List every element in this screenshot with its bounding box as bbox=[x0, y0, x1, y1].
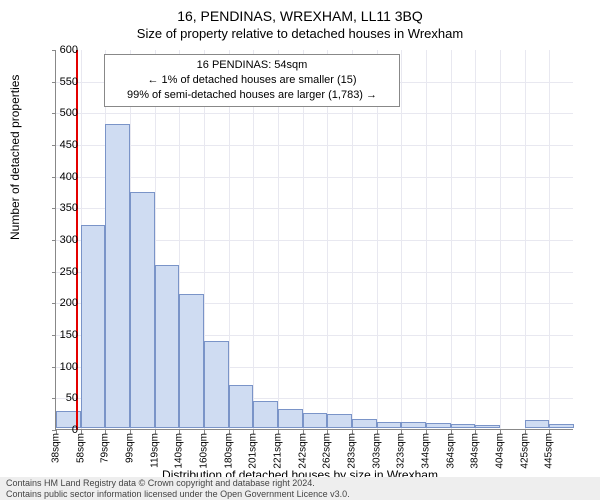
histogram-bar bbox=[525, 420, 550, 428]
histogram-bar bbox=[377, 422, 402, 428]
histogram-bar bbox=[229, 385, 254, 428]
xtick-label: 404sqm bbox=[495, 433, 506, 469]
chart-area: 38sqm58sqm79sqm99sqm119sqm140sqm160sqm18… bbox=[55, 50, 573, 430]
histogram-bar bbox=[204, 341, 229, 428]
footer-attribution: Contains HM Land Registry data © Crown c… bbox=[0, 477, 600, 500]
ytick-label: 350 bbox=[48, 202, 78, 214]
page-subtitle: Size of property relative to detached ho… bbox=[0, 24, 600, 45]
histogram-bar bbox=[426, 423, 451, 428]
ytick-label: 500 bbox=[48, 107, 78, 119]
histogram-bar bbox=[105, 124, 130, 428]
ytick-label: 50 bbox=[48, 392, 78, 404]
ytick-label: 250 bbox=[48, 266, 78, 278]
xtick-label: 425sqm bbox=[519, 433, 530, 469]
gridline-v bbox=[401, 50, 402, 429]
xtick-label: 323sqm bbox=[396, 433, 407, 469]
ytick-label: 150 bbox=[48, 329, 78, 341]
y-axis-label: Number of detached properties bbox=[8, 75, 22, 240]
histogram-bar bbox=[352, 419, 377, 428]
gridline-v bbox=[377, 50, 378, 429]
xtick-label: 140sqm bbox=[174, 433, 185, 469]
gridline-v bbox=[426, 50, 427, 429]
histogram-bar bbox=[179, 294, 204, 428]
histogram-bar bbox=[81, 225, 106, 428]
gridline-v bbox=[549, 50, 550, 429]
xtick-label: 384sqm bbox=[470, 433, 481, 469]
histogram-bar bbox=[401, 422, 426, 428]
histogram-bar bbox=[549, 424, 574, 428]
ytick-label: 300 bbox=[48, 234, 78, 246]
gridline-h bbox=[56, 113, 573, 114]
ytick-label: 400 bbox=[48, 171, 78, 183]
ytick-label: 100 bbox=[48, 361, 78, 373]
xtick-label: 283sqm bbox=[347, 433, 358, 469]
xtick-label: 58sqm bbox=[75, 433, 86, 463]
gridline-v bbox=[278, 50, 279, 429]
ytick-label: 550 bbox=[48, 76, 78, 88]
histogram-bar bbox=[475, 425, 500, 428]
xtick-label: 303sqm bbox=[371, 433, 382, 469]
gridline-v bbox=[525, 50, 526, 429]
histogram-bar bbox=[155, 265, 180, 428]
gridline-h bbox=[56, 145, 573, 146]
histogram-bar bbox=[327, 414, 352, 428]
xtick-label: 445sqm bbox=[544, 433, 555, 469]
ytick-label: 0 bbox=[48, 424, 78, 436]
ytick-label: 600 bbox=[48, 44, 78, 56]
gridline-v bbox=[475, 50, 476, 429]
histogram-bar bbox=[253, 401, 278, 428]
annotation-line-3: 99% of semi-detached houses are larger (… bbox=[113, 88, 391, 103]
xtick-label: 180sqm bbox=[223, 433, 234, 469]
gridline-v bbox=[500, 50, 501, 429]
annotation-line-1: 16 PENDINAS: 54sqm bbox=[113, 58, 391, 73]
xtick-label: 242sqm bbox=[297, 433, 308, 469]
xtick-label: 79sqm bbox=[100, 433, 111, 463]
histogram-bar bbox=[451, 424, 476, 428]
gridline-v bbox=[253, 50, 254, 429]
annotation-line-2: ← 1% of detached houses are smaller (15) bbox=[113, 73, 391, 88]
xtick-label: 119sqm bbox=[149, 433, 160, 468]
gridline-v bbox=[327, 50, 328, 429]
gridline-v bbox=[303, 50, 304, 429]
footer-line-2: Contains public sector information licen… bbox=[6, 489, 594, 499]
xtick-label: 262sqm bbox=[322, 433, 333, 469]
annotation-box: 16 PENDINAS: 54sqm← 1% of detached house… bbox=[104, 54, 400, 107]
xtick-label: 99sqm bbox=[125, 433, 136, 463]
gridline-v bbox=[451, 50, 452, 429]
footer-line-1: Contains HM Land Registry data © Crown c… bbox=[6, 478, 594, 488]
xtick-label: 160sqm bbox=[199, 433, 210, 469]
xtick-label: 364sqm bbox=[445, 433, 456, 469]
ytick-label: 200 bbox=[48, 297, 78, 309]
ytick-label: 450 bbox=[48, 139, 78, 151]
histogram-bar bbox=[278, 409, 303, 428]
gridline-h bbox=[56, 177, 573, 178]
plot-area: 38sqm58sqm79sqm99sqm119sqm140sqm160sqm18… bbox=[55, 50, 573, 430]
histogram-bar bbox=[130, 192, 155, 428]
xtick-label: 221sqm bbox=[273, 433, 284, 469]
gridline-v bbox=[352, 50, 353, 429]
xtick-label: 38sqm bbox=[51, 433, 62, 463]
xtick-label: 201sqm bbox=[248, 433, 259, 469]
page-address-title: 16, PENDINAS, WREXHAM, LL11 3BQ bbox=[0, 0, 600, 24]
gridline-v bbox=[229, 50, 230, 429]
xtick-label: 344sqm bbox=[421, 433, 432, 469]
histogram-bar bbox=[303, 413, 328, 428]
